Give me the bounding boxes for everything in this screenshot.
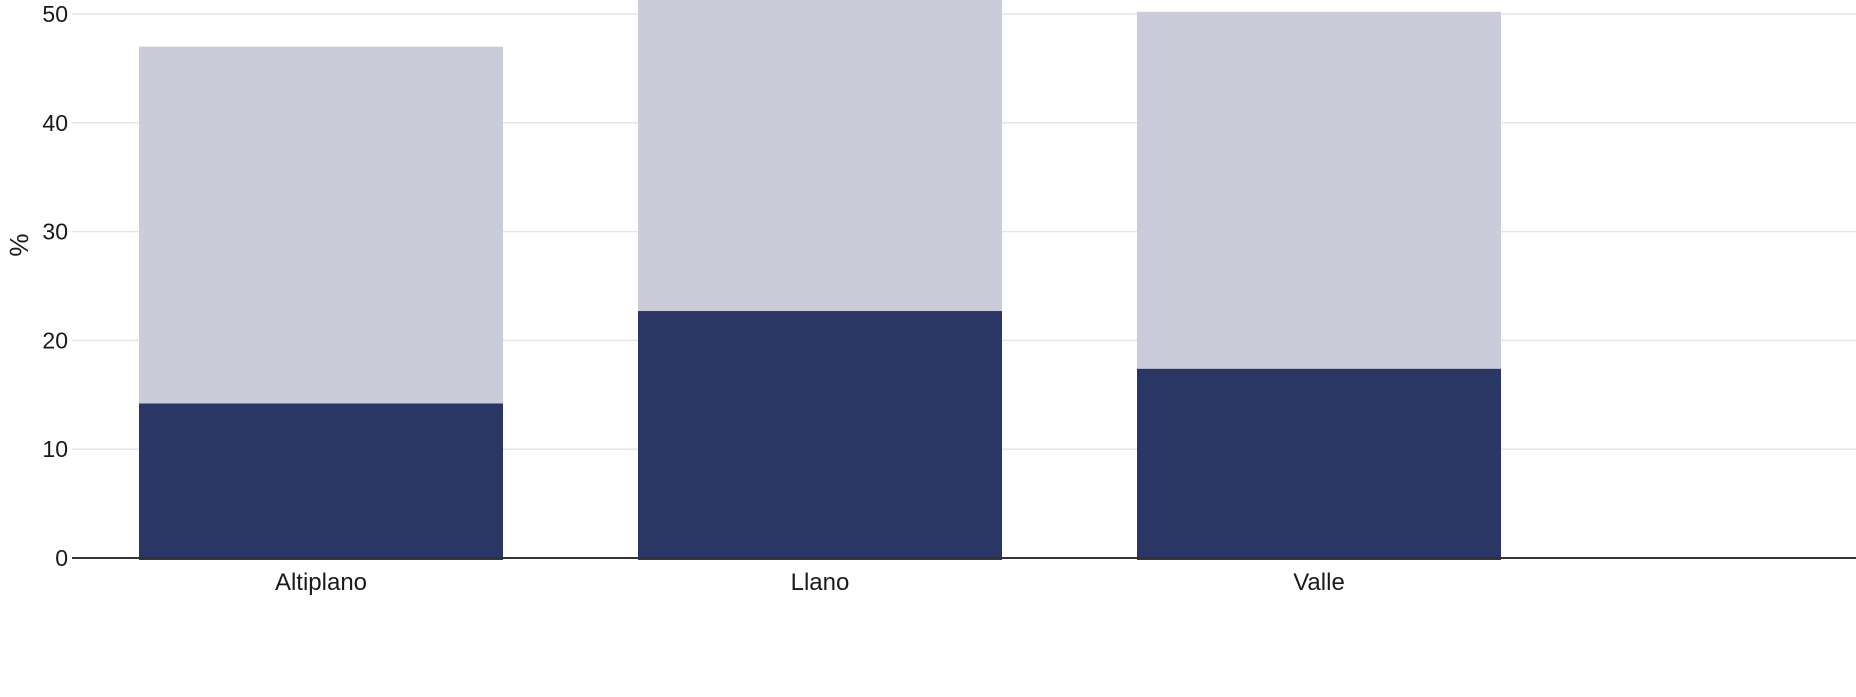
y-tick-label: 50 — [42, 1, 68, 27]
bar-segment — [638, 311, 1002, 560]
bar-segment — [1137, 11, 1501, 369]
y-tick-label: 30 — [42, 219, 68, 245]
y-tick-label: 20 — [42, 327, 68, 353]
y-tick-label: 10 — [42, 436, 68, 462]
x-axis-labels: Altiplano Llano Valle — [275, 569, 1345, 596]
x-tick-label: Valle — [1293, 569, 1345, 596]
bar-segment — [139, 46, 503, 404]
x-tick-label: Llano — [791, 569, 850, 596]
bar-segment — [638, 0, 1002, 312]
y-tick-label: 0 — [55, 545, 68, 571]
bars — [139, 0, 1501, 560]
y-axis-ticks: 0 10 20 30 40 50 — [42, 1, 68, 571]
x-tick-label: Altiplano — [275, 569, 367, 596]
bar-segment — [1137, 368, 1501, 560]
y-tick-label: 40 — [42, 110, 68, 136]
bar-segment — [139, 403, 503, 560]
y-axis-title: % — [4, 233, 34, 256]
